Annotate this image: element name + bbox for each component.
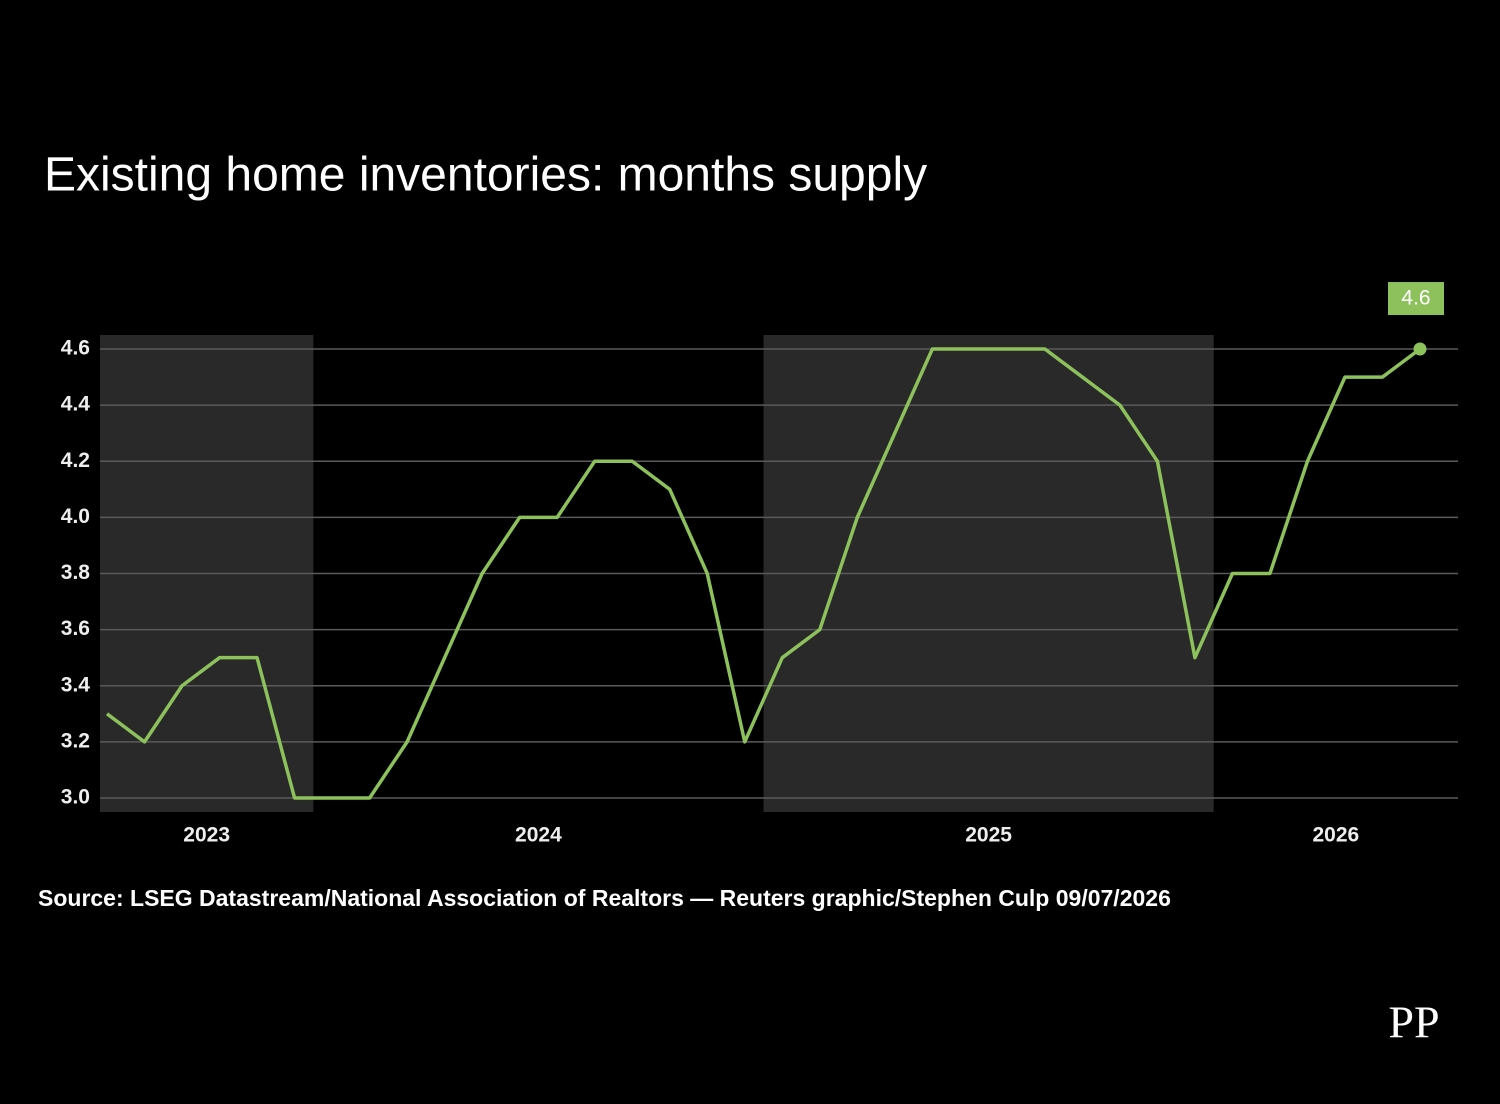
- value-label: 4.6: [1401, 287, 1430, 310]
- end-marker: [1413, 342, 1427, 356]
- x-tick-label: 2025: [965, 824, 1012, 847]
- y-tick-label: 4.6: [61, 337, 90, 360]
- x-tick-label: 2024: [515, 824, 562, 847]
- series-line: [105, 347, 1422, 800]
- y-tick-label: 3.4: [61, 673, 91, 696]
- value-label-box: [1388, 282, 1444, 316]
- y-tick-label: 4.0: [61, 505, 90, 528]
- logo: PP: [1388, 997, 1439, 1048]
- y-tick-label: 3.0: [61, 786, 90, 809]
- y-tick-label: 4.2: [61, 449, 90, 472]
- y-tick-label: 4.4: [61, 393, 91, 416]
- x-tick-label: 2026: [1312, 824, 1359, 847]
- source-note: Source: LSEG Datastream/National Associa…: [38, 885, 1171, 911]
- y-tick-label: 3.8: [61, 561, 91, 584]
- y-tick-label: 3.2: [61, 729, 90, 752]
- y-tick-label: 3.6: [61, 617, 90, 640]
- x-tick-label: 2023: [183, 824, 230, 847]
- chart-title: Existing home inventories: months supply: [44, 149, 927, 202]
